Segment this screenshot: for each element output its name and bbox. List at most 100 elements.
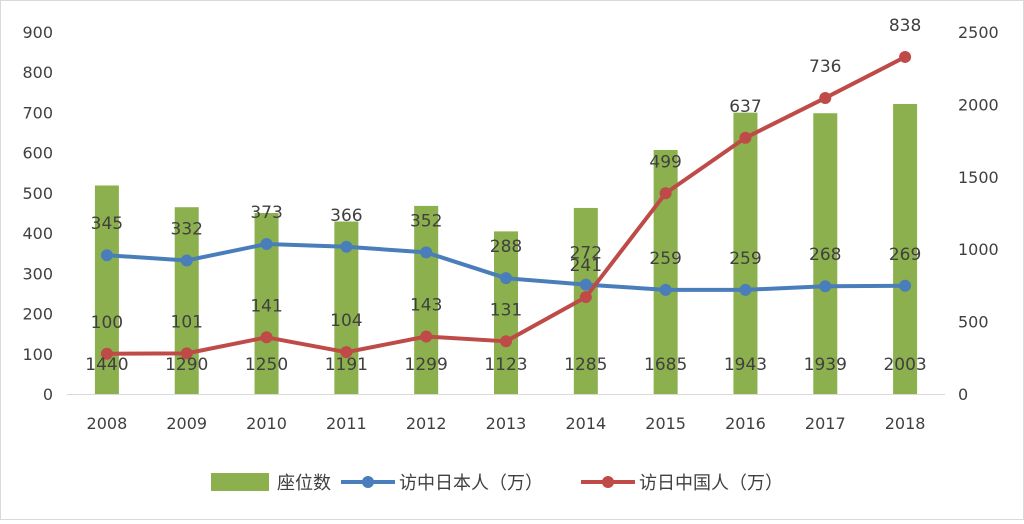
point-chinese-visitors-2008 — [100, 347, 113, 360]
label-japanese-visitors-2014: 272 — [570, 244, 602, 264]
point-chinese-visitors-2012 — [420, 330, 433, 343]
x-axis-tick-2014: 2014 — [565, 414, 606, 433]
x-axis-tick-2017: 2017 — [805, 414, 846, 433]
point-japanese-visitors-2018 — [899, 279, 912, 292]
x-axis-tick-2015: 2015 — [645, 414, 686, 433]
label-japanese-visitors-2017: 268 — [809, 245, 841, 265]
right-axis-tick-1500: 1500 — [958, 168, 999, 187]
right-axis-tick-1000: 1000 — [958, 240, 999, 259]
data-labels: 1440 1290 1250 1191 1299 1123 1285 1685 1943 1939… — [85, 16, 926, 375]
label-seats-2015: 1685 — [644, 355, 687, 375]
legend-label-seats: 座位数 — [277, 473, 331, 494]
bar-seats-2013 — [494, 231, 518, 394]
left-axis-tick-800: 800 — [22, 63, 53, 82]
point-japanese-visitors-2008 — [100, 249, 113, 262]
label-chinese-visitors-2018: 838 — [889, 16, 921, 36]
bar-seats-2017 — [813, 113, 838, 395]
label-seats-2017: 1939 — [804, 355, 847, 375]
label-chinese-visitors-2012: 143 — [410, 295, 442, 315]
x-axis-tick-2010: 2010 — [246, 414, 287, 433]
label-seats-2011: 1191 — [325, 355, 368, 375]
label-seats-2009: 1290 — [165, 355, 208, 375]
label-chinese-visitors-2009: 101 — [171, 312, 203, 332]
point-chinese-visitors-2013 — [500, 335, 512, 348]
point-chinese-visitors-2011 — [340, 346, 353, 359]
x-axis-tick-2018: 2018 — [885, 414, 926, 433]
point-chinese-visitors-2015 — [659, 187, 672, 200]
label-seats-2010: 1250 — [245, 355, 288, 375]
point-chinese-visitors-2017 — [819, 91, 832, 104]
left-axis-tick-400: 400 — [22, 224, 53, 243]
legend-swatch-marker-japanese-visitors — [362, 476, 374, 488]
left-axis-tick-200: 200 — [22, 305, 53, 324]
label-chinese-visitors-2017: 736 — [809, 57, 841, 77]
bar-seats-2018 — [893, 103, 918, 394]
point-chinese-visitors-2010 — [260, 331, 273, 344]
label-japanese-visitors-2018: 269 — [889, 245, 921, 265]
legend-swatch-seats — [211, 473, 269, 491]
left-axis-tick-700: 700 — [22, 103, 53, 122]
label-chinese-visitors-2015: 499 — [649, 152, 681, 172]
point-chinese-visitors-2018 — [899, 50, 912, 63]
label-japanese-visitors-2009: 332 — [171, 219, 203, 239]
x-axis-tick-2011: 2011 — [326, 414, 367, 433]
label-chinese-visitors-2014: 241 — [570, 256, 602, 276]
label-chinese-visitors-2013: 131 — [490, 300, 522, 320]
right-axis: 0 500 1000 1500 2000 2500 — [958, 23, 999, 404]
right-axis-tick-500: 500 — [958, 313, 989, 332]
point-chinese-visitors-2009 — [180, 347, 193, 360]
left-axis-tick-100: 100 — [22, 345, 53, 364]
point-japanese-visitors-2017 — [819, 280, 832, 293]
label-chinese-visitors-2008: 100 — [91, 313, 123, 333]
label-seats-2016: 1943 — [724, 355, 767, 375]
x-axis-tick-2013: 2013 — [486, 414, 527, 433]
point-chinese-visitors-2014 — [579, 291, 592, 304]
bar-seats-2012 — [414, 205, 439, 394]
left-axis-tick-300: 300 — [22, 264, 53, 283]
point-chinese-visitors-2016 — [739, 131, 752, 144]
right-axis-tick-2500: 2500 — [958, 23, 999, 42]
label-japanese-visitors-2011: 366 — [330, 206, 362, 226]
point-japanese-visitors-2009 — [180, 254, 193, 267]
label-chinese-visitors-2010: 141 — [250, 296, 282, 316]
label-seats-2014: 1285 — [564, 355, 607, 375]
point-japanese-visitors-2012 — [420, 246, 433, 259]
point-japanese-visitors-2014 — [579, 278, 592, 291]
x-axis-tick-2009: 2009 — [166, 414, 207, 433]
bar-seats-2009 — [174, 207, 199, 394]
legend-swatch-marker-chinese-visitors — [602, 476, 614, 488]
legend-label-chinese-visitors: 访日中国人（万） — [639, 473, 783, 494]
right-axis-tick-0: 0 — [958, 385, 968, 404]
left-axis: 0 100 200 300 400 500 600 700 800 900 — [22, 23, 53, 404]
label-seats-2018: 2003 — [883, 355, 926, 375]
label-seats-2012: 1299 — [405, 355, 448, 375]
label-seats-2008: 1440 — [85, 355, 128, 375]
left-axis-tick-900: 900 — [22, 23, 53, 42]
label-japanese-visitors-2010: 373 — [250, 203, 282, 223]
point-japanese-visitors-2013 — [500, 272, 512, 285]
point-japanese-visitors-2016 — [739, 283, 752, 296]
label-japanese-visitors-2015: 259 — [649, 249, 681, 269]
label-chinese-visitors-2011: 104 — [330, 311, 362, 331]
label-japanese-visitors-2012: 352 — [410, 211, 442, 231]
left-axis-tick-0: 0 — [43, 385, 53, 404]
point-japanese-visitors-2011 — [340, 240, 353, 253]
label-chinese-visitors-2016: 637 — [729, 97, 761, 117]
line-series-group — [100, 50, 912, 360]
x-axis-tick-2008: 2008 — [87, 414, 128, 433]
left-axis-tick-500: 500 — [22, 184, 53, 203]
legend-label-japanese-visitors: 访中日本人（万） — [399, 473, 543, 494]
label-seats-2013: 1123 — [484, 355, 527, 375]
label-japanese-visitors-2008: 345 — [91, 214, 123, 234]
bar-seats-2016 — [733, 112, 758, 395]
x-axis-tick-2012: 2012 — [406, 414, 447, 433]
x-axis: 2008 2009 2010 2011 2012 2013 2014 2015 2016 2017… — [67, 394, 945, 433]
left-axis-tick-600: 600 — [22, 144, 53, 163]
label-japanese-visitors-2016: 259 — [729, 249, 761, 269]
point-japanese-visitors-2015 — [659, 283, 672, 296]
right-axis-tick-2000: 2000 — [958, 95, 999, 114]
legend: 座位数 访中日本人（万） 访日中国人（万） — [211, 473, 783, 494]
point-japanese-visitors-2010 — [260, 237, 273, 250]
